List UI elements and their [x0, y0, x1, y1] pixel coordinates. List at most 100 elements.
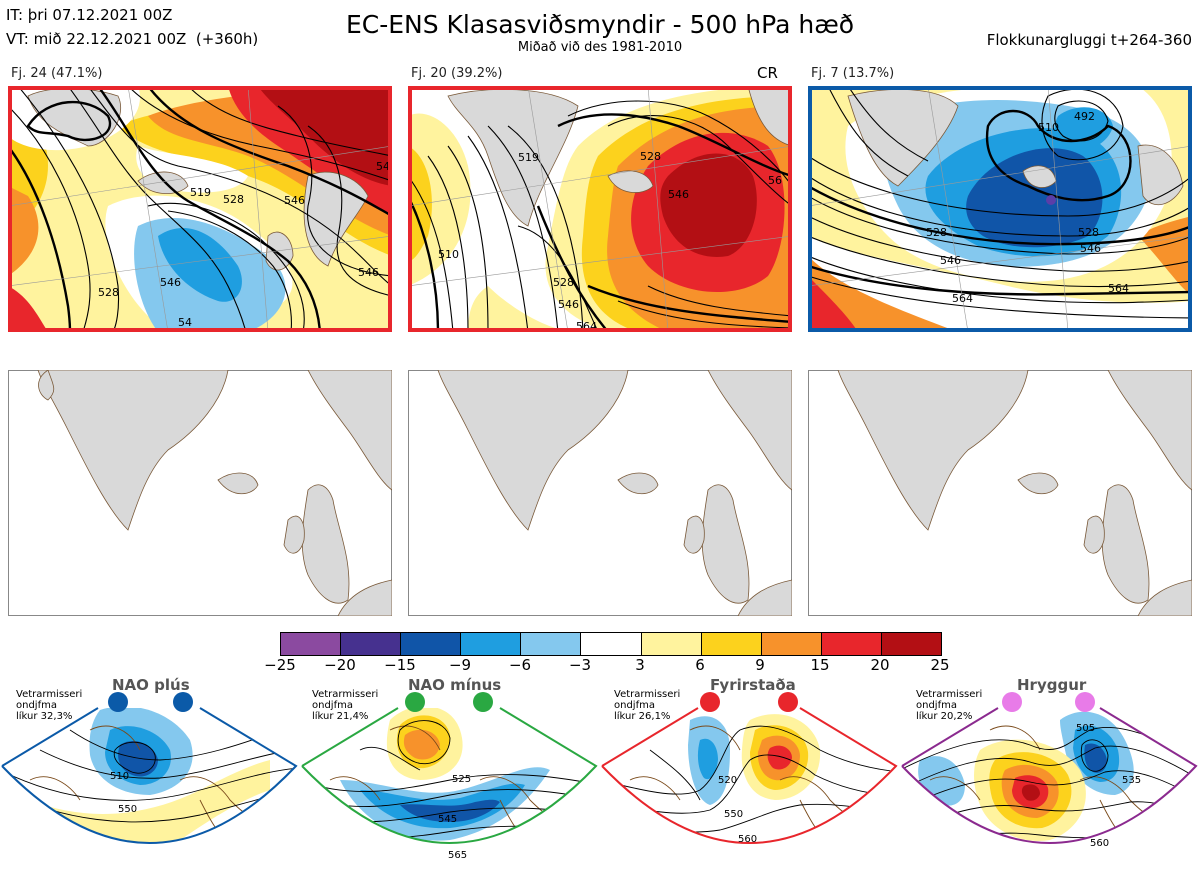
regime-2-map: 525 545 565 [301, 707, 598, 861]
cluster-2-label: 546 [558, 298, 579, 311]
cluster-3-label: 564 [1108, 282, 1129, 295]
cluster-1-label: 519 [190, 186, 211, 199]
regime-3-frame [601, 707, 898, 844]
regime-3-label: 520 [718, 775, 737, 786]
colorbar-tick-label: 6 [695, 656, 705, 674]
cluster-3-label: 528 [1078, 226, 1099, 239]
cluster-1-label: 546 [284, 194, 305, 207]
regime-1-label: 510 [110, 771, 129, 782]
colorbar-swatch [460, 633, 521, 655]
regime-4-map: 505 535 560 [901, 707, 1198, 849]
regime-4-dot-right [1075, 692, 1095, 712]
colorbar-swatch [400, 633, 461, 655]
colorbar-tick-label: −9 [448, 656, 472, 674]
regime-3-dot-left [700, 692, 720, 712]
regime-3-dot-right [778, 692, 798, 712]
regime-2-name: NAO mínus [408, 676, 502, 694]
colorbar-swatch [880, 633, 942, 655]
empty-map-3 [808, 370, 1192, 616]
cluster-1-label: 54 [376, 160, 390, 173]
regime-4-label: 560 [1090, 838, 1109, 849]
cluster-2-frame [408, 86, 792, 332]
colorbar-tick-label: 20 [870, 656, 890, 674]
regime-2-dot-left [405, 692, 425, 712]
cluster-3-map: 492 510 528 528 546 546 564 564 [808, 86, 1192, 332]
regime-4-dot-left [1002, 692, 1022, 712]
regime-1-dot-left [108, 692, 128, 712]
cluster-1-map: 528 519 546 528 546 546 54 54 [8, 86, 392, 332]
regime-2-frame [301, 707, 598, 844]
colorbar-swatch [520, 633, 581, 655]
colorbar-tick-label: 15 [810, 656, 830, 674]
cluster-1-caption: Fj. 24 (47.1%) [11, 66, 103, 81]
initial-time: IT: þri 07.12.2021 00Z [6, 6, 173, 24]
colorbar-tick-label: −15 [384, 656, 416, 674]
page-subtitle: Miðað við des 1981-2010 [517, 40, 683, 55]
cluster-2-label: 528 [640, 150, 661, 163]
colorbar-swatch [580, 633, 641, 655]
cluster-2-tag: CR [757, 64, 778, 82]
regime-4-note: Vetrarmisseri ondjfma líkur 20,2% [916, 689, 983, 722]
cluster-3-label: 528 [926, 226, 947, 239]
cluster-3-label: 546 [940, 254, 961, 267]
cluster-3-label: 564 [952, 292, 973, 305]
cluster-2-label: 510 [438, 248, 459, 261]
cluster-3-label: 510 [1038, 121, 1059, 134]
colorbar-swatch [281, 633, 341, 655]
page-title: EC-ENS Klasasviðsmyndir - 500 hPa hæð [345, 10, 855, 39]
regime-1-map: 510 550 [1, 707, 298, 844]
colorbar-swatch [340, 633, 401, 655]
regime-1-dot-right [173, 692, 193, 712]
colorbar-tick-label: −6 [508, 656, 532, 674]
cluster-1-label: 546 [160, 276, 181, 289]
empty-map-2 [408, 370, 792, 616]
cluster-2-label: 546 [668, 188, 689, 201]
colorbar [280, 632, 942, 656]
cluster-2-label: 528 [553, 276, 574, 289]
regime-1-name: NAO plús [112, 676, 190, 694]
regime-4-label: 535 [1122, 775, 1141, 786]
valid-time: VT: mið 22.12.2021 00Z (+360h) [6, 30, 259, 48]
regime-3-map: 520 550 560 [601, 707, 898, 845]
regime-3-label: 550 [724, 809, 743, 820]
cluster-2-label: 519 [518, 151, 539, 164]
cluster-1-label: 54 [178, 316, 192, 329]
colorbar-tick-label: −20 [324, 656, 356, 674]
colorbar-tick-label: −3 [568, 656, 592, 674]
cluster-2-label: 56 [768, 174, 782, 187]
cluster-3-label: 492 [1074, 110, 1095, 123]
regime-3-label: 560 [738, 834, 757, 845]
colorbar-swatch [640, 633, 701, 655]
colorbar-tick-label: −25 [264, 656, 296, 674]
empty-map-1 [8, 370, 392, 616]
colorbar-tick-label: 25 [930, 656, 950, 674]
regime-1-label: 550 [118, 804, 137, 815]
regime-3-name: Fyrirstaða [710, 676, 796, 694]
cluster-1-label: 528 [98, 286, 119, 299]
regime-4-name: Hryggur [1017, 676, 1087, 694]
colorbar-swatch [700, 633, 761, 655]
cluster-1-frame [8, 86, 392, 332]
regime-2-note: Vetrarmisseri ondjfma líkur 21,4% [312, 689, 379, 722]
classification-window: Flokkunargluggi t+264-360 [986, 31, 1192, 49]
colorbar-swatch [820, 633, 881, 655]
regime-2-label: 545 [438, 814, 457, 825]
regime-1-frame [1, 707, 298, 844]
cluster-3-frame [808, 86, 1192, 332]
colorbar-swatch [760, 633, 821, 655]
colorbar-tick-label: 3 [635, 656, 645, 674]
regime-3-note: Vetrarmisseri ondjfma líkur 26,1% [614, 689, 681, 722]
cluster-2-map: 510 519 528 546 528 546 564 56 [408, 86, 792, 332]
cluster-1-label: 546 [358, 266, 379, 279]
regime-1-note: Vetrarmisseri ondjfma líkur 32,3% [16, 689, 83, 722]
regime-2-dot-right [473, 692, 493, 712]
regime-4-label: 505 [1076, 723, 1095, 734]
cluster-1-label: 528 [223, 193, 244, 206]
colorbar-tick-label: 9 [755, 656, 765, 674]
cluster-2-caption: Fj. 20 (39.2%) [411, 66, 503, 81]
regime-2-label: 565 [448, 850, 467, 861]
regime-2-label: 525 [452, 774, 471, 785]
regime-4-frame [901, 707, 1198, 844]
colorbar-ticks: −25 −20 −15 −9 −6 −3 3 6 9 15 20 25 [260, 656, 960, 676]
cluster-3-caption: Fj. 7 (13.7%) [811, 66, 895, 81]
